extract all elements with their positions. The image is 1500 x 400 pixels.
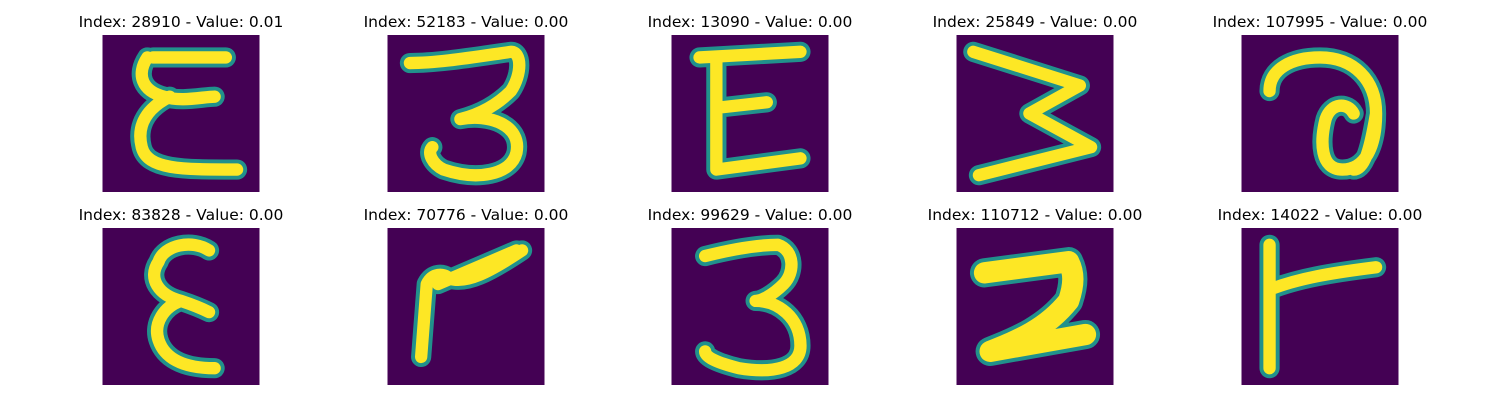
panel-title: Index: 110712 - Value: 0.00	[927, 206, 1143, 224]
panel-title: Index: 14022 - Value: 0.00	[1217, 206, 1423, 224]
panel: Index: 28910 - Value: 0.01	[36, 10, 326, 192]
panel-title: Index: 25849 - Value: 0.00	[932, 13, 1138, 31]
panel-title: Index: 83828 - Value: 0.00	[78, 206, 284, 224]
a-glyph	[1241, 35, 1399, 192]
digit-image	[956, 35, 1114, 192]
panel: Index: 107995 - Value: 0.00	[1175, 10, 1465, 192]
panel: Index: 52183 - Value: 0.00	[321, 10, 611, 192]
panel: Index: 99629 - Value: 0.00	[605, 203, 895, 385]
sigma-glyph	[102, 35, 260, 192]
panel: Index: 70776 - Value: 0.00	[321, 203, 611, 385]
digit-image	[671, 35, 829, 192]
panel: Index: 13090 - Value: 0.00	[605, 10, 895, 192]
digit-image	[102, 228, 260, 385]
three-glyph	[671, 228, 829, 385]
digit-image	[956, 228, 1114, 385]
panel: Index: 25849 - Value: 0.00	[890, 10, 1180, 192]
e-glyph	[671, 35, 829, 192]
panel-title: Index: 107995 - Value: 0.00	[1212, 13, 1428, 31]
digit-image	[671, 228, 829, 385]
digit-image	[387, 35, 545, 192]
three-glyph	[387, 35, 545, 192]
t-glyph	[1241, 228, 1399, 385]
panel-title: Index: 13090 - Value: 0.00	[647, 13, 853, 31]
panel-title: Index: 99629 - Value: 0.00	[647, 206, 853, 224]
z-glyph	[956, 228, 1114, 385]
panel: Index: 110712 - Value: 0.00	[890, 203, 1180, 385]
panel-title: Index: 70776 - Value: 0.00	[363, 206, 569, 224]
digit-image	[1241, 228, 1399, 385]
r-glyph	[387, 228, 545, 385]
panel-title: Index: 52183 - Value: 0.00	[363, 13, 569, 31]
digit-image	[102, 35, 260, 192]
digit-image	[387, 228, 545, 385]
digit-image	[1241, 35, 1399, 192]
panel: Index: 14022 - Value: 0.00	[1175, 203, 1465, 385]
panel: Index: 83828 - Value: 0.00	[36, 203, 326, 385]
e-glyph	[102, 228, 260, 385]
panel-title: Index: 28910 - Value: 0.01	[78, 13, 284, 31]
zigzag-glyph	[956, 35, 1114, 192]
